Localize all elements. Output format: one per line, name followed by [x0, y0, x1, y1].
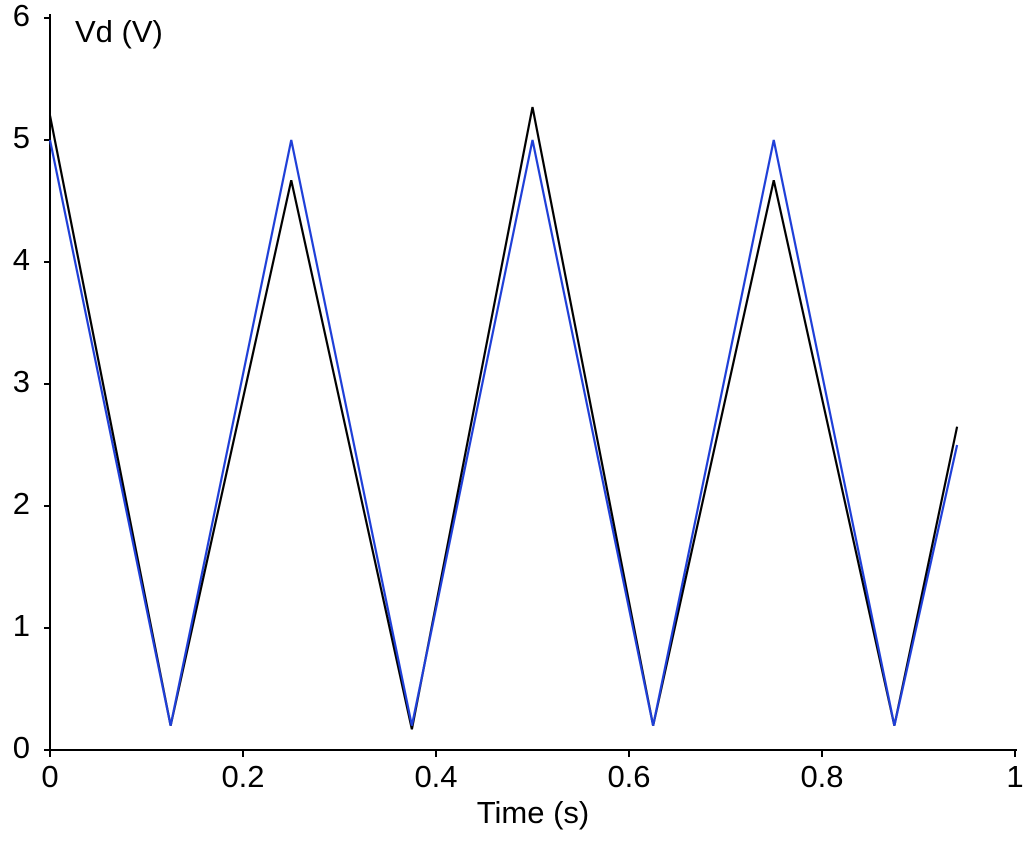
y-tick-label: 1 — [13, 608, 30, 643]
y-axis-label: Vd (V) — [75, 14, 163, 49]
series-line — [48, 139, 959, 726]
y-tick-label: 5 — [13, 120, 30, 155]
y-tick-label: 3 — [13, 364, 30, 399]
x-tick-label: 0 — [41, 759, 58, 794]
x-tick-label: 0.4 — [414, 759, 457, 794]
x-tick-label: 0.2 — [221, 759, 264, 794]
y-tick-label: 4 — [13, 242, 30, 277]
y-tick-label: 0 — [13, 730, 30, 765]
y-tick-label: 2 — [13, 486, 30, 521]
x-tick-label: 0.6 — [607, 759, 650, 794]
y-tick-label: 6 — [13, 0, 30, 33]
x-tick-label: 0.8 — [800, 759, 843, 794]
x-axis-label: Time (s) — [477, 795, 590, 830]
x-tick-label: 1 — [1006, 759, 1023, 794]
series-line — [48, 106, 959, 730]
